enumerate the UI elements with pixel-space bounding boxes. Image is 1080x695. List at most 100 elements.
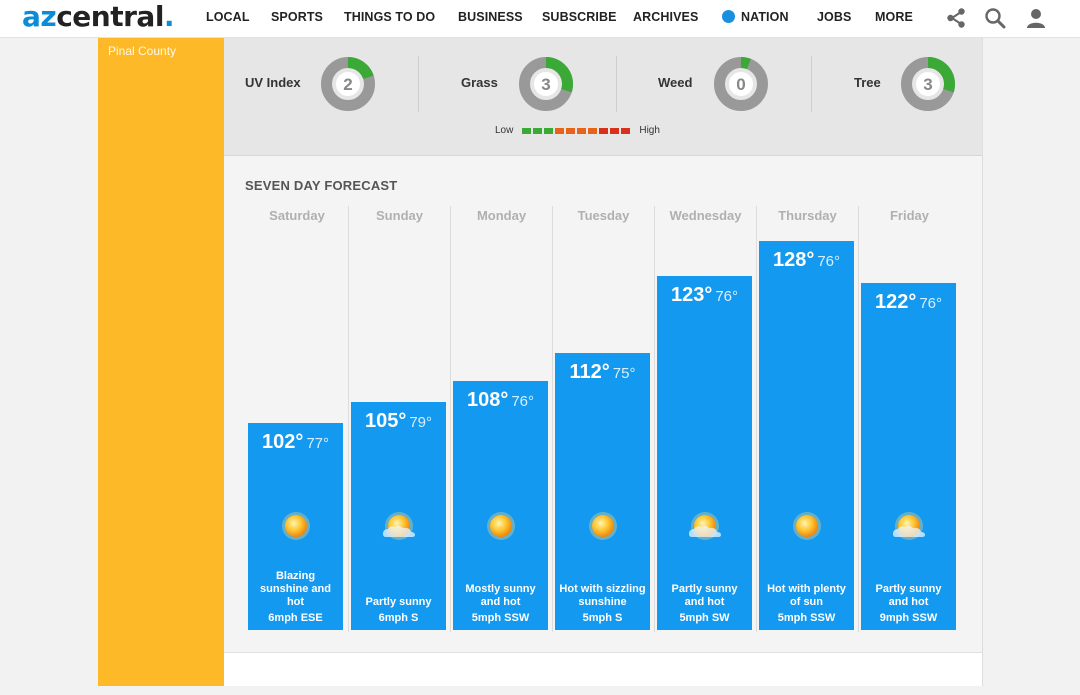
temperature-bar: 105° 79° Partly sunny 6mph S <box>351 402 446 630</box>
temperature-bar: 108° 76° Mostly sunny and hot 5mph SSW <box>453 381 548 630</box>
condition-text: Partly sunny and hot <box>671 583 738 608</box>
low-temp: 76° <box>511 393 535 410</box>
nav-things-to-do[interactable]: THINGS TO DO <box>344 10 436 24</box>
temps: 123° 76° <box>657 284 752 307</box>
nav-local[interactable]: LOCAL <box>206 10 250 24</box>
scale-segments <box>522 125 632 136</box>
nav-sports[interactable]: SPORTS <box>271 10 323 24</box>
temperature-bar: 112° 75° Hot with sizzling sunshine 5mph S <box>555 353 650 630</box>
gauge-center <box>729 72 753 96</box>
forecast-day-tuesday[interactable]: Tuesday 112° 75° Hot with sizzling sunshine… <box>552 206 654 632</box>
gauge-value: 3 <box>923 75 932 94</box>
forecast-title: SEVEN DAY FORECAST <box>245 178 398 193</box>
scale-segment <box>544 127 554 134</box>
nav-business[interactable]: BUSINESS <box>458 10 523 24</box>
azcentral-logo[interactable]: azcentral. <box>22 0 175 33</box>
scale-low-label: Low <box>495 125 514 136</box>
nav-subscribe[interactable]: SUBSCRIBE <box>542 10 617 24</box>
grass-label: Grass <box>461 75 498 90</box>
partly-sunny-icon <box>383 512 415 540</box>
nav-archives[interactable]: ARCHIVES <box>633 10 699 24</box>
sun-icon <box>282 512 310 540</box>
wind-text: 6mph ESE <box>268 612 323 624</box>
forecast-day-sunday[interactable]: Sunday 105° 79° Partly sunny 6mph S <box>348 206 450 632</box>
scale-segment <box>599 127 609 134</box>
temps: 112° 75° <box>555 361 650 384</box>
tree-gauge: 3 <box>901 57 955 111</box>
gauge-value: 2 <box>343 75 352 94</box>
day-name: Sunday <box>376 208 423 223</box>
user-icon[interactable] <box>1024 6 1048 30</box>
day-name: Thursday <box>778 208 837 223</box>
scale-segment <box>566 127 576 134</box>
gauge-fill <box>927 57 955 93</box>
forecast-day-monday[interactable]: Monday 108° 76° Mostly sunny and hot 5mph SS… <box>450 206 552 632</box>
high-temp: 128° <box>772 249 815 271</box>
scale-segment <box>533 127 543 134</box>
forecast-day-thursday[interactable]: Thursday 128° 76° Hot with plenty of sun 5mp… <box>756 206 858 632</box>
low-temp: 79° <box>409 414 433 431</box>
high-temp: 122° <box>874 291 917 313</box>
gauge-fill <box>545 57 573 93</box>
day-name: Friday <box>889 208 929 223</box>
condition-text: Hot with sizzling sunshine <box>559 583 646 608</box>
partly-sunny-icon <box>893 512 925 540</box>
temperature-bar: 122° 76° Partly sunny and hot 9mph SSW <box>861 283 956 630</box>
wind-text: 6mph S <box>378 612 419 624</box>
page-border <box>982 38 983 686</box>
day-name: Saturday <box>269 208 325 223</box>
sun-icon <box>793 512 821 540</box>
nav-nation[interactable]: NATION <box>722 10 789 24</box>
temps: 122° 76° <box>861 291 956 314</box>
scale-segment <box>522 127 532 134</box>
temps: 108° 76° <box>453 389 548 412</box>
nav-jobs[interactable]: JOBS <box>817 10 852 24</box>
day-name: Tuesday <box>577 208 630 223</box>
high-temp: 102° <box>261 431 304 453</box>
weed-label: Weed <box>658 75 693 90</box>
low-temp: 75° <box>612 365 636 382</box>
pollen-panel: UV Index 2 Grass 3 Weed 0 Tree 3 Low High <box>224 38 982 156</box>
partly-sunny-icon <box>689 512 721 540</box>
condition-text: Partly sunny <box>365 596 432 608</box>
seven-day-forecast: SEVEN DAY FORECAST Saturday 102° 77° Blazin… <box>224 156 982 652</box>
day-name: Monday <box>476 208 527 223</box>
grass-gauge: 3 <box>519 57 573 111</box>
forecast-day-wednesday[interactable]: Wednesday 123° 76° Partly sunny and hot 5mph… <box>654 206 756 632</box>
temps: 128° 76° <box>759 249 854 272</box>
gauge-fill <box>740 57 751 70</box>
weed-gauge: 0 <box>714 57 768 111</box>
high-temp: 105° <box>364 410 407 432</box>
top-nav: azcentral. LOCAL SPORTS THINGS TO DO BUS… <box>0 0 1080 38</box>
uv-index-gauge: 2 <box>321 57 375 111</box>
divider <box>418 56 419 112</box>
nav-more[interactable]: MORE <box>875 10 913 24</box>
temperature-bar: 128° 76° Hot with plenty of sun 5mph SSW <box>759 241 854 630</box>
search-icon[interactable] <box>983 6 1007 30</box>
day-name: Wednesday <box>669 208 742 223</box>
forecast-day-friday[interactable]: Friday 122° 76° Partly sunny and hot 9mph SS… <box>858 206 960 632</box>
temperature-bar: 123° 76° Partly sunny and hot 5mph SW <box>657 276 752 630</box>
share-icon[interactable] <box>944 6 968 30</box>
scale-segment <box>621 127 631 134</box>
divider <box>811 56 812 112</box>
low-temp: 76° <box>817 253 841 270</box>
condition-text: Partly sunny and hot <box>875 583 942 608</box>
gauge-center <box>534 72 558 96</box>
county-sidebar: Pinal County <box>98 38 224 686</box>
low-temp: 77° <box>306 435 330 452</box>
wind-text: 5mph SW <box>679 612 730 624</box>
forecast-day-saturday[interactable]: Saturday 102° 77° Blazing sunshine and hot 6… <box>246 206 348 632</box>
scale-segment <box>588 127 598 134</box>
gauge-center <box>336 72 360 96</box>
low-temp: 76° <box>919 295 943 312</box>
nation-dot-icon <box>722 10 735 23</box>
wind-text: 5mph S <box>582 612 623 624</box>
condition-text: Blazing sunshine and hot <box>260 570 331 608</box>
gauge-fill <box>347 57 374 80</box>
scale-segment <box>555 127 565 134</box>
wind-text: 5mph SSW <box>777 612 836 624</box>
high-temp: 123° <box>670 284 713 306</box>
wind-text: 5mph SSW <box>471 612 530 624</box>
pollen-scale: Low High <box>495 125 660 136</box>
